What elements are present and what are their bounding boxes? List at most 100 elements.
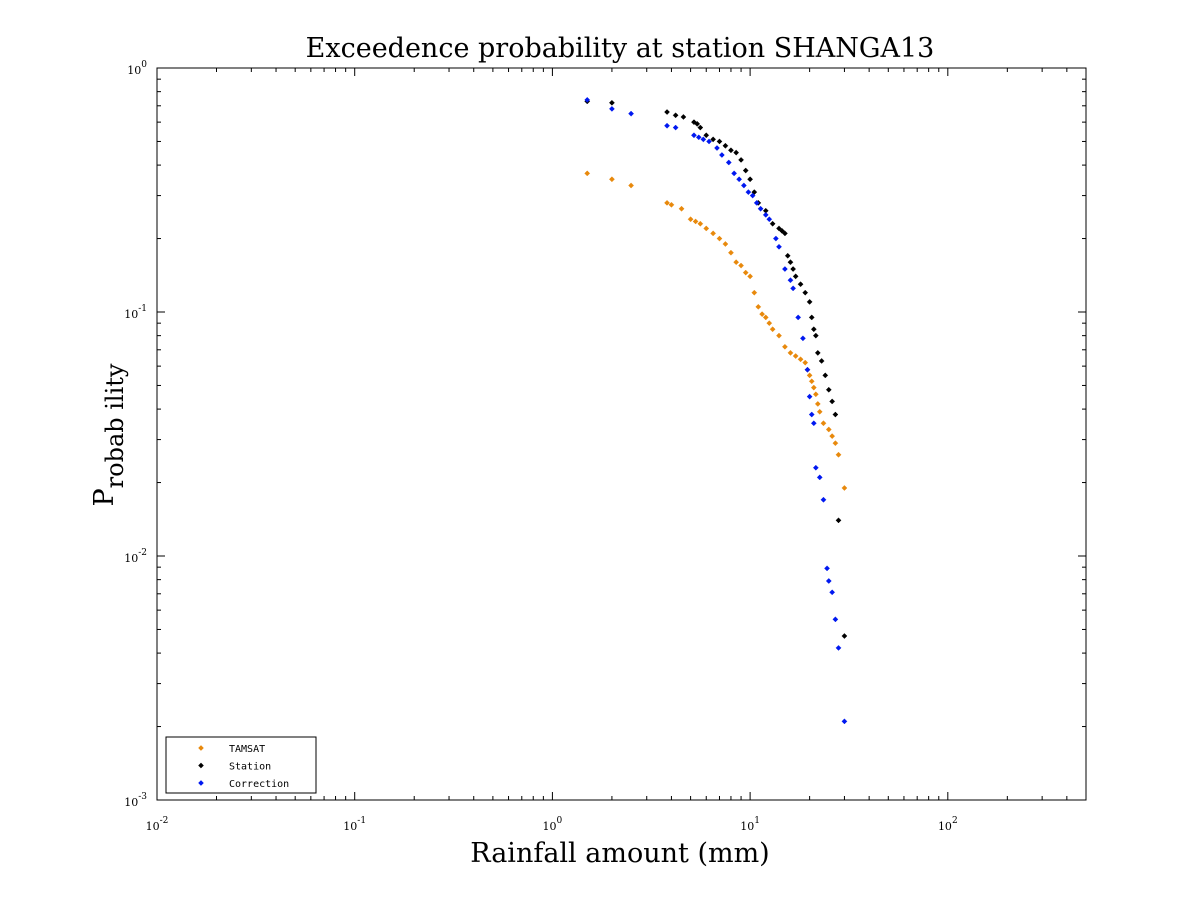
x-tick-label: 102 <box>938 816 958 833</box>
x-tick-label: 10-2 <box>146 816 169 833</box>
x-axis-label: Rainfall amount (mm) <box>470 838 769 869</box>
data-point <box>740 182 747 189</box>
data-point <box>795 314 802 321</box>
data-point <box>776 243 782 250</box>
data-point <box>797 281 804 288</box>
data-point <box>691 119 697 126</box>
data-point <box>609 105 615 112</box>
legend: TAMSAT Station Correction <box>165 736 317 794</box>
data-point <box>731 170 737 177</box>
data-point <box>816 408 823 415</box>
y-tick-label: 10-1 <box>124 304 147 321</box>
data-point <box>820 496 827 503</box>
y-tick-label-exp: -1 <box>138 304 147 314</box>
data-point <box>829 589 836 596</box>
y-tick-label-base: 10 <box>124 308 138 321</box>
legend-label: TAMSAT <box>229 744 265 755</box>
data-point <box>835 517 842 524</box>
y-tick-label: 10-3 <box>124 792 147 809</box>
data-point <box>694 121 701 127</box>
series-station <box>584 98 848 639</box>
data-point <box>825 578 832 584</box>
data-point <box>766 320 773 327</box>
data-point <box>787 349 794 356</box>
data-point <box>832 411 839 418</box>
data-point <box>790 285 796 292</box>
data-point <box>841 718 848 725</box>
data-point <box>814 401 821 407</box>
legend-marker <box>198 745 204 751</box>
data-point <box>753 200 760 206</box>
data-point <box>779 228 785 234</box>
data-point <box>710 136 717 143</box>
data-point <box>703 225 710 232</box>
data-point <box>824 565 830 572</box>
data-point <box>792 273 799 280</box>
data-point <box>751 289 758 296</box>
data-point <box>742 269 749 276</box>
data-point <box>664 109 670 115</box>
y-tick-label: 10-2 <box>124 548 147 565</box>
data-point <box>672 112 679 119</box>
data-point <box>784 252 791 259</box>
data-point <box>810 420 817 427</box>
data-point <box>806 372 813 379</box>
legend-marker <box>198 780 204 786</box>
data-point <box>776 332 782 339</box>
data-point <box>802 359 809 366</box>
data-point <box>714 145 720 151</box>
data-point <box>841 633 848 639</box>
data-point <box>749 192 756 199</box>
data-point <box>832 616 839 623</box>
y-tick-label-base: 10 <box>124 796 138 809</box>
data-point <box>757 205 764 212</box>
data-point <box>762 314 769 321</box>
legend-label: Correction <box>229 779 289 790</box>
data-point <box>762 212 769 218</box>
y-tick-label-base: 10 <box>127 64 141 77</box>
data-point <box>738 157 744 163</box>
x-tick-label: 10-1 <box>343 816 366 833</box>
data-point <box>747 273 753 280</box>
series-correction <box>584 97 848 725</box>
data-point <box>710 230 717 237</box>
y-axis-label-sub: robab ility <box>101 363 129 488</box>
data-point <box>747 176 753 183</box>
data-point <box>706 138 712 145</box>
data-point <box>782 266 788 272</box>
data-point <box>812 464 819 471</box>
data-point <box>691 132 697 139</box>
data-point <box>687 216 694 223</box>
data-point <box>787 277 794 284</box>
x-tick-label-base: 10 <box>146 820 160 833</box>
x-tick-label-exp: 1 <box>754 816 760 826</box>
data-point <box>818 358 825 364</box>
data-point <box>738 262 744 269</box>
x-tick-label-base: 10 <box>543 820 557 833</box>
data-point <box>820 420 827 427</box>
y-tick-label-exp: 0 <box>141 60 147 70</box>
data-point <box>810 326 817 333</box>
data-point <box>829 398 836 405</box>
x-tick-label-exp: -2 <box>160 816 169 826</box>
data-point <box>678 205 685 212</box>
data-point <box>584 97 591 103</box>
data-point <box>733 259 740 266</box>
data-point <box>808 411 815 418</box>
x-tick-label-base: 10 <box>343 820 357 833</box>
data-point <box>609 176 615 183</box>
data-point <box>769 326 776 333</box>
x-tick-label-exp: -1 <box>357 816 366 826</box>
data-point <box>697 124 704 131</box>
data-point <box>719 152 725 158</box>
data-point <box>822 372 829 379</box>
legend-label: Station <box>229 762 271 773</box>
data-point <box>759 311 765 318</box>
data-point <box>792 353 799 359</box>
data-point <box>722 142 729 149</box>
data-point <box>772 235 779 242</box>
data-point <box>808 314 815 321</box>
data-point <box>668 201 675 208</box>
